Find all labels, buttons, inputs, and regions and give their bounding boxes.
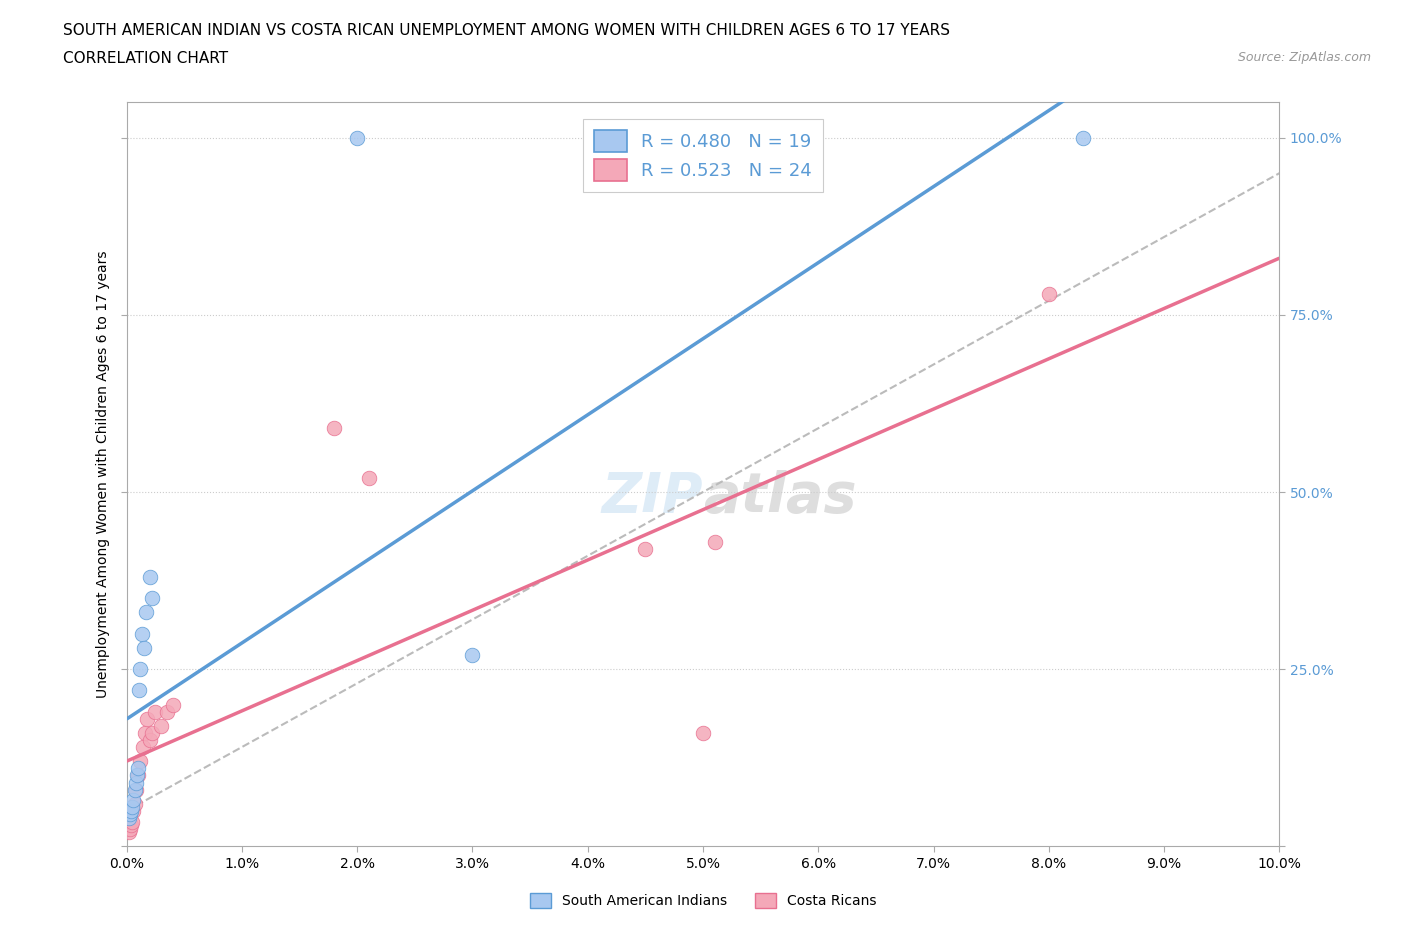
Point xyxy=(125,782,148,797)
Point xyxy=(138,569,160,584)
Point xyxy=(461,647,484,662)
Point xyxy=(129,662,152,677)
Point xyxy=(132,641,155,656)
Point xyxy=(145,704,166,719)
Point xyxy=(120,804,142,818)
Point xyxy=(136,711,159,726)
Text: SOUTH AMERICAN INDIAN VS COSTA RICAN UNEMPLOYMENT AMONG WOMEN WITH CHILDREN AGES: SOUTH AMERICAN INDIAN VS COSTA RICAN UNE… xyxy=(63,23,950,38)
Point xyxy=(118,811,141,826)
Point xyxy=(121,800,143,815)
Point xyxy=(122,792,145,807)
Point xyxy=(125,775,148,790)
Text: atlas: atlas xyxy=(703,470,856,524)
Legend: South American Indians, Costa Ricans: South American Indians, Costa Ricans xyxy=(524,888,882,914)
Point xyxy=(134,725,156,740)
Point xyxy=(346,130,368,145)
Point xyxy=(124,796,146,811)
Point xyxy=(141,725,163,740)
Point xyxy=(162,698,184,712)
Point xyxy=(1073,130,1095,145)
Point xyxy=(323,420,346,435)
Y-axis label: Unemployment Among Women with Children Ages 6 to 17 years: Unemployment Among Women with Children A… xyxy=(96,250,110,698)
Text: ZIP: ZIP xyxy=(602,470,703,524)
Point xyxy=(357,471,380,485)
Point xyxy=(138,733,160,748)
Point xyxy=(692,725,714,740)
Point xyxy=(150,718,173,733)
Text: CORRELATION CHART: CORRELATION CHART xyxy=(63,51,228,66)
Point xyxy=(118,821,141,836)
Point xyxy=(120,817,142,832)
Text: Source: ZipAtlas.com: Source: ZipAtlas.com xyxy=(1237,51,1371,64)
Point xyxy=(156,704,179,719)
Point xyxy=(122,804,145,818)
Point xyxy=(127,768,149,783)
Point xyxy=(1038,286,1060,301)
Legend: R = 0.480   N = 19, R = 0.523   N = 24: R = 0.480 N = 19, R = 0.523 N = 24 xyxy=(583,119,823,192)
Point xyxy=(121,814,143,829)
Point xyxy=(118,825,141,840)
Point xyxy=(128,683,150,698)
Point xyxy=(127,761,149,776)
Point xyxy=(634,541,657,556)
Point xyxy=(135,605,157,620)
Point xyxy=(141,591,163,605)
Point xyxy=(131,739,153,754)
Point xyxy=(129,754,152,769)
Point xyxy=(124,782,146,797)
Point xyxy=(118,807,141,822)
Point xyxy=(131,626,153,641)
Point xyxy=(125,768,148,783)
Point xyxy=(703,534,725,549)
